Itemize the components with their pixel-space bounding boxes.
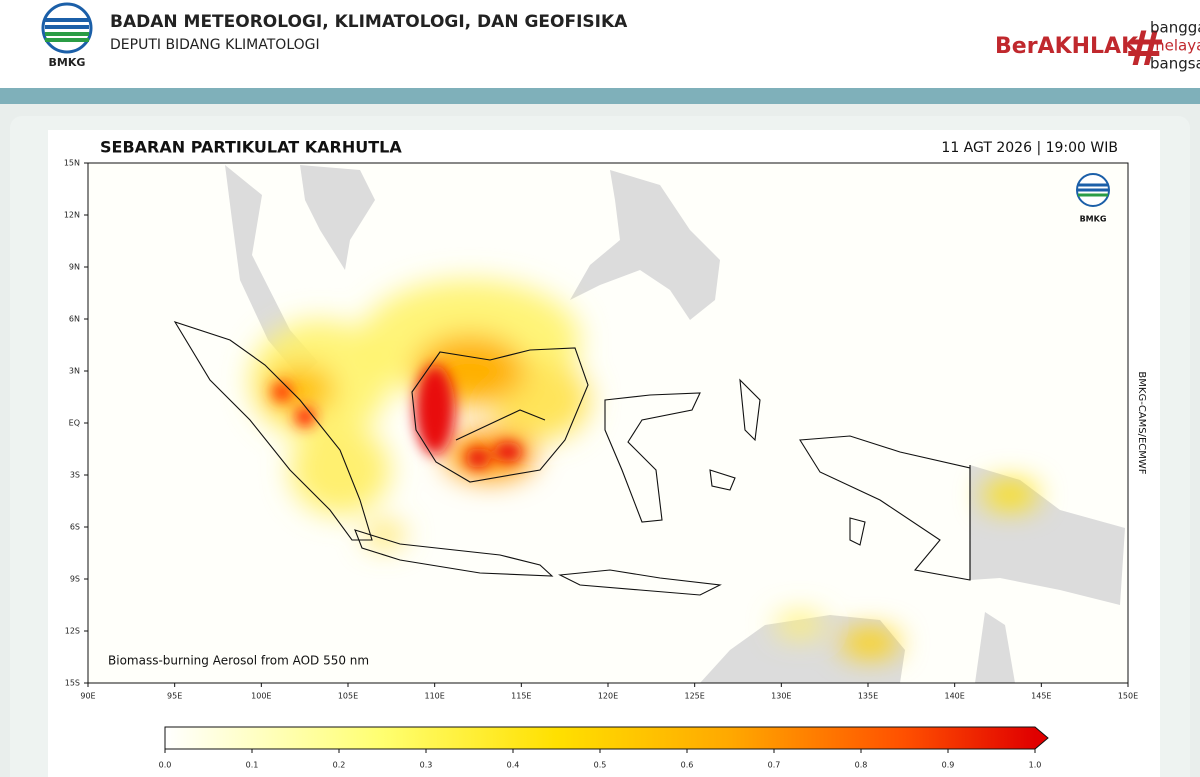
badge-tagline: bangsa <box>1150 55 1200 73</box>
map-source: BMKG-CAMS/ECMWF <box>1136 371 1147 474</box>
colorbar-frame <box>164 726 1049 750</box>
lon-tick-label: 90E <box>80 692 95 701</box>
badge-tagline: bangga <box>1150 19 1200 37</box>
colorbar-tick-label: 0.0 <box>159 761 172 770</box>
lat-tick-label: EQ <box>69 419 80 428</box>
header-band <box>0 88 1200 104</box>
map-logo: BMKG <box>1076 173 1110 224</box>
map-title: SEBARAN PARTIKULAT KARHUTLA <box>100 138 402 157</box>
lon-tick-label: 115E <box>511 692 531 701</box>
lat-tick-label: 3S <box>70 471 80 480</box>
lat-tick-label: 12N <box>64 211 80 220</box>
badge-hash: # <box>1125 21 1165 77</box>
lat-tick-label: 6N <box>69 315 80 324</box>
aerosol-hotspots <box>272 365 522 468</box>
logo-text: BMKG <box>49 56 86 69</box>
colorbar-tick-label: 0.1 <box>246 761 259 770</box>
lat-tick-label: 9N <box>69 263 80 272</box>
header <box>0 0 1200 88</box>
colorbar <box>165 727 1035 749</box>
colorbar-tick-label: 0.9 <box>942 761 955 770</box>
neighbor-land <box>225 165 1125 683</box>
map-logo-text: BMKG <box>1080 215 1107 224</box>
lon-tick-label: 145E <box>1031 692 1051 701</box>
colorbar-tick-label: 0.8 <box>855 761 868 770</box>
lon-tick-label: 110E <box>425 692 445 701</box>
map <box>88 163 1128 683</box>
lon-tick-label: 95E <box>167 692 182 701</box>
lon-tick-label: 150E <box>1118 692 1138 701</box>
colorbar-tick-label: 0.4 <box>507 761 520 770</box>
colorbar-arrow <box>1035 727 1048 749</box>
badge-tagline: melaya <box>1150 37 1200 55</box>
colorbar-tick-label: 0.5 <box>594 761 607 770</box>
lat-tick-label: 12S <box>65 627 80 636</box>
lon-tick-label: 100E <box>251 692 271 701</box>
map-caption: Biomass-burning Aerosol from AOD 550 nm <box>108 654 369 668</box>
coastlines <box>173 321 971 596</box>
lon-tick-label: 120E <box>598 692 618 701</box>
badge-brand: BerAKHLAK <box>995 34 1139 59</box>
lat-tick-label: 6S <box>70 523 80 532</box>
lat-tick-label: 3N <box>69 367 80 376</box>
org-subtitle: DEPUTI BIDANG KLIMATOLOGI <box>110 37 320 53</box>
org-title: BADAN METEOROLOGI, KLIMATOLOGI, DAN GEOF… <box>110 12 628 32</box>
lon-tick-label: 130E <box>771 692 791 701</box>
lon-tick-label: 125E <box>685 692 705 701</box>
colorbar-tick-label: 0.2 <box>333 761 346 770</box>
lon-tick-label: 105E <box>338 692 358 701</box>
lat-tick-label: 9S <box>70 575 80 584</box>
bmkg-logo: BMKG <box>41 2 93 69</box>
lat-tick-label: 15S <box>65 679 80 688</box>
colorbar-tick-label: 1.0 <box>1029 761 1042 770</box>
colorbar-tick-label: 0.7 <box>768 761 781 770</box>
lon-tick-label: 135E <box>858 692 878 701</box>
lat-tick-label: 15N <box>64 159 80 168</box>
colorbar-tick-label: 0.6 <box>681 761 694 770</box>
map-timestamp: 11 AGT 2026 | 19:00 WIB <box>941 140 1118 156</box>
colorbar-tick-label: 0.3 <box>420 761 433 770</box>
lon-tick-label: 140E <box>945 692 965 701</box>
